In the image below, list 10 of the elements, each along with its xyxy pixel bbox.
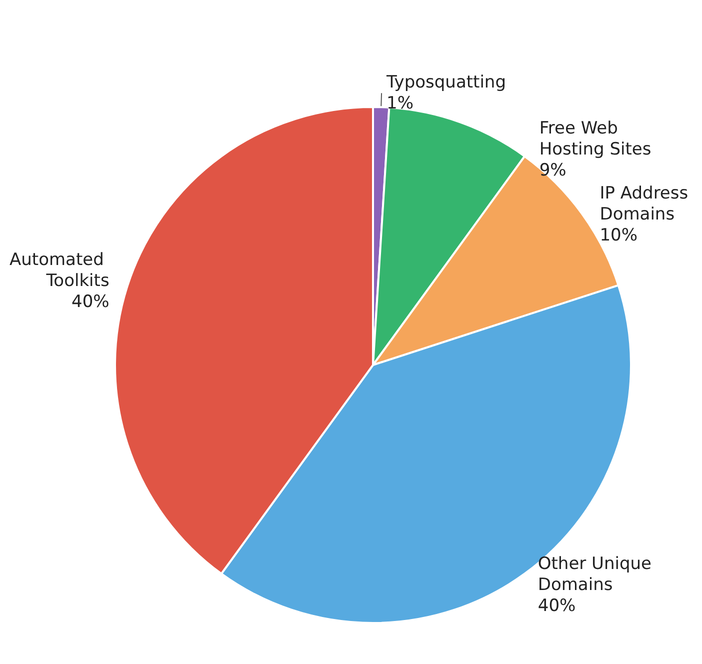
- data-label: 9%: [539, 160, 566, 181]
- slice-label: Automated Toolkits: [10, 250, 110, 291]
- data-label: 1%: [386, 94, 414, 114]
- data-label: 40%: [72, 292, 110, 312]
- data-label: 10%: [600, 226, 638, 246]
- slice-label: Other Unique Domains: [538, 554, 657, 596]
- data-label: 40%: [538, 596, 576, 616]
- slice-label: IP Address Domains: [600, 184, 694, 225]
- slice-label: Free Web Hosting Sites: [539, 118, 652, 160]
- slice-label: Typosquatting: [386, 72, 506, 93]
